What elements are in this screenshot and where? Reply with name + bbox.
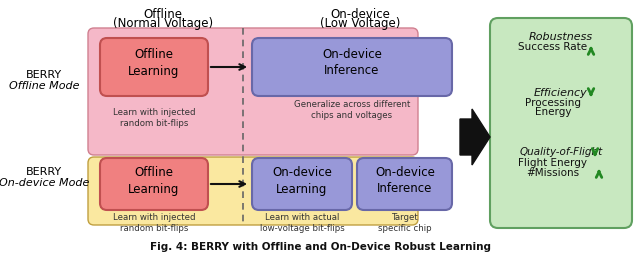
Text: (Low Voltage): (Low Voltage) [320, 17, 400, 30]
Text: Efficiency: Efficiency [534, 88, 588, 98]
Text: Offline Mode: Offline Mode [9, 81, 79, 91]
Text: On-device Mode: On-device Mode [0, 178, 89, 188]
Text: Flight Energy: Flight Energy [518, 158, 588, 168]
Polygon shape [460, 109, 490, 165]
Text: Robustness: Robustness [529, 32, 593, 42]
Text: Quality-of-Flight: Quality-of-Flight [520, 147, 603, 157]
FancyBboxPatch shape [357, 158, 452, 210]
Text: On-device: On-device [330, 8, 390, 21]
FancyBboxPatch shape [252, 38, 452, 96]
FancyBboxPatch shape [100, 38, 208, 96]
Text: BERRY: BERRY [26, 70, 62, 80]
Text: Generalize across different
chips and voltages: Generalize across different chips and vo… [294, 100, 410, 120]
FancyBboxPatch shape [490, 18, 632, 228]
Text: On-device
Inference: On-device Inference [322, 49, 382, 78]
Text: On-device
Inference: On-device Inference [375, 167, 435, 196]
Text: BERRY: BERRY [26, 167, 62, 177]
Text: #Missions: #Missions [527, 168, 580, 178]
Text: On-device
Learning: On-device Learning [272, 167, 332, 196]
Text: Learn with injected
random bit-flips: Learn with injected random bit-flips [113, 213, 195, 233]
Text: (Normal Voltage): (Normal Voltage) [113, 17, 213, 30]
FancyBboxPatch shape [88, 28, 418, 155]
Text: Fig. 4: BERRY with Offline and On-Device Robust Learning: Fig. 4: BERRY with Offline and On-Device… [150, 242, 490, 252]
Text: Target
specific chip: Target specific chip [378, 213, 432, 233]
Text: Processing: Processing [525, 98, 581, 108]
Text: Success Rate: Success Rate [518, 42, 588, 52]
FancyBboxPatch shape [100, 158, 208, 210]
Text: Offline
Learning: Offline Learning [128, 49, 180, 78]
FancyBboxPatch shape [88, 157, 418, 225]
Text: Offline: Offline [143, 8, 182, 21]
Text: Offline
Learning: Offline Learning [128, 167, 180, 196]
Text: Learn with actual
low-voltage bit-flips: Learn with actual low-voltage bit-flips [260, 213, 344, 233]
Text: Learn with injected
random bit-flips: Learn with injected random bit-flips [113, 108, 195, 128]
FancyBboxPatch shape [252, 158, 352, 210]
Text: Energy: Energy [535, 107, 572, 117]
